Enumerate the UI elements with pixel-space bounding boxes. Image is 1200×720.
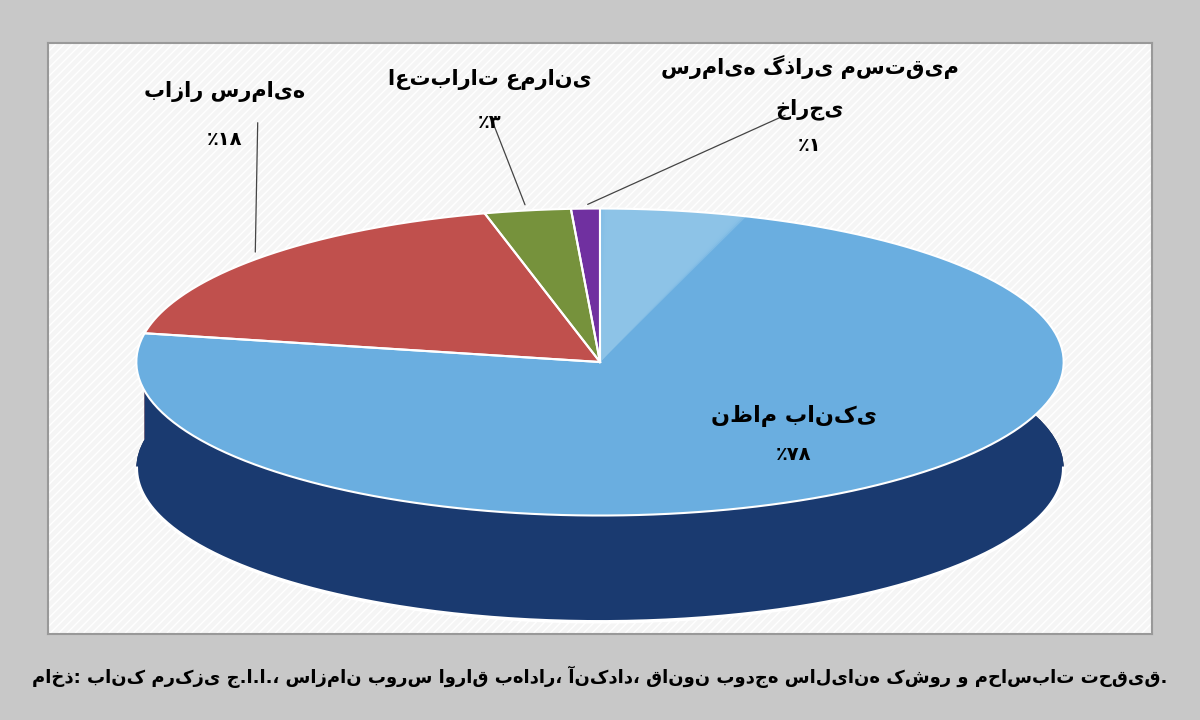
Polygon shape <box>485 209 571 320</box>
Polygon shape <box>600 209 685 362</box>
Polygon shape <box>600 209 710 362</box>
Ellipse shape <box>137 315 1063 622</box>
Text: اعتبارات عمرانی: اعتبارات عمرانی <box>388 69 592 91</box>
Polygon shape <box>571 209 600 362</box>
Polygon shape <box>600 210 725 362</box>
Polygon shape <box>600 209 680 362</box>
Text: ٪۱: ٪۱ <box>798 136 822 156</box>
Text: خارجی: خارجی <box>775 99 844 120</box>
Polygon shape <box>144 213 485 439</box>
Polygon shape <box>600 210 722 362</box>
Polygon shape <box>600 210 744 362</box>
Polygon shape <box>600 209 690 362</box>
Text: ٪۷۸: ٪۷۸ <box>775 445 811 464</box>
Polygon shape <box>600 210 720 362</box>
Polygon shape <box>600 210 737 362</box>
Polygon shape <box>600 210 730 362</box>
Polygon shape <box>600 209 701 362</box>
Polygon shape <box>600 210 727 362</box>
Polygon shape <box>600 209 678 362</box>
Polygon shape <box>137 209 1063 622</box>
Polygon shape <box>600 209 688 362</box>
Polygon shape <box>600 209 703 362</box>
Polygon shape <box>137 209 1063 516</box>
Polygon shape <box>600 209 715 362</box>
Polygon shape <box>600 209 676 362</box>
Polygon shape <box>600 210 742 362</box>
Text: ماخذ: بانک مرکزی ج.ا.ا.، سازمان بورس اوراق بهادار، آنکداد، قانون بودجه سالیانه ک: ماخذ: بانک مرکزی ج.ا.ا.، سازمان بورس اور… <box>32 666 1168 688</box>
Polygon shape <box>485 209 600 362</box>
Polygon shape <box>600 210 746 362</box>
Text: ٪۳: ٪۳ <box>478 113 502 132</box>
Polygon shape <box>600 209 706 362</box>
Polygon shape <box>600 209 692 362</box>
Polygon shape <box>600 210 732 362</box>
Polygon shape <box>571 209 600 315</box>
Text: ٪۱۸: ٪۱۸ <box>206 130 242 150</box>
Polygon shape <box>600 210 734 362</box>
Text: بازار سرمایه: بازار سرمایه <box>144 81 305 102</box>
Polygon shape <box>600 210 739 362</box>
Polygon shape <box>600 210 718 362</box>
Polygon shape <box>144 213 600 362</box>
Text: نظام بانکی: نظام بانکی <box>710 405 876 427</box>
Polygon shape <box>600 209 713 362</box>
Polygon shape <box>600 209 708 362</box>
Polygon shape <box>600 209 697 362</box>
Polygon shape <box>600 209 683 362</box>
Text: سرمایه گذاری مستقیم: سرمایه گذاری مستقیم <box>661 55 959 78</box>
Polygon shape <box>600 209 695 362</box>
